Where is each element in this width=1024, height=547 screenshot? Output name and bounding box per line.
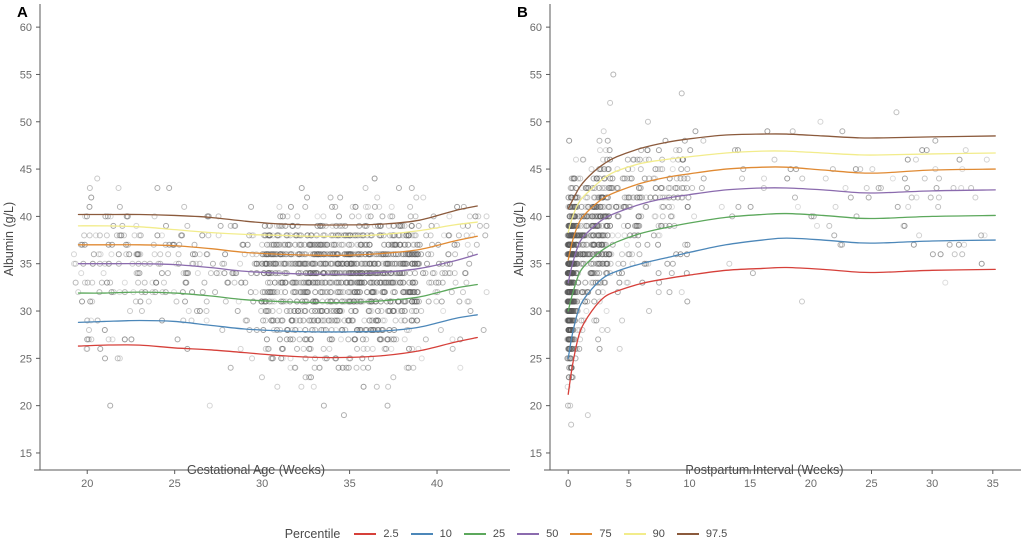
y-tick-label: 60: [20, 22, 32, 34]
panel-b-letter: B: [517, 4, 528, 21]
scatter-points: [70, 175, 490, 419]
legend-item-label: 10: [439, 528, 452, 540]
y-tick-label: 40: [530, 211, 542, 223]
y-tick-label: 50: [20, 117, 32, 129]
percentile-curve-50: [567, 187, 996, 284]
x-tick-label: 0: [565, 478, 571, 490]
scatter-points: [564, 71, 990, 428]
legend-line-swatch-icon: [517, 533, 540, 535]
panel-a-y-axis-title: Albumin (g/L): [2, 201, 16, 277]
y-tick-label: 35: [20, 259, 32, 271]
y-tick-label: 15: [530, 448, 542, 460]
percentile-curve-2.5: [567, 266, 996, 395]
percentile-curve-90: [567, 150, 996, 234]
legend-item-label: 75: [599, 528, 612, 540]
panel-b-x-axis-title: Postpartum Interval (Weeks): [685, 463, 844, 477]
y-tick-label: 30: [20, 306, 32, 318]
y-tick-label: 25: [530, 353, 542, 365]
x-tick-label: 35: [343, 478, 355, 490]
x-tick-label: 30: [256, 478, 268, 490]
percentile-curve-10: [77, 314, 478, 333]
x-tick-label: 5: [626, 478, 632, 490]
x-tick-label: 20: [805, 478, 817, 490]
y-tick-label: 20: [530, 401, 542, 413]
legend-line-swatch-icon: [623, 533, 646, 535]
y-tick-label: 25: [20, 353, 32, 365]
legend-item-2.5[interactable]: 2.5: [354, 528, 399, 540]
x-tick-label: 25: [865, 478, 877, 490]
percentile-curve-2.5: [77, 336, 478, 359]
x-tick-label: 10: [683, 478, 695, 490]
legend-items: 2.5 10 25 50 75 90 97.5: [354, 528, 739, 540]
y-tick-label: 60: [530, 22, 542, 34]
legend-item-25[interactable]: 25: [463, 528, 506, 540]
legend-item-label: 2.5: [383, 528, 399, 540]
legend: Percentile 2.5 10 25 50 75 90 97.5: [0, 527, 1024, 541]
legend-item-50[interactable]: 50: [517, 528, 558, 540]
panel-b-y-axis-title: Albumin (g/L): [512, 201, 526, 277]
legend-item-label: 97.5: [705, 528, 728, 540]
percentile-curve-50: [77, 253, 478, 275]
percentile-curve-75: [567, 166, 996, 261]
legend-item-10[interactable]: 10: [410, 528, 452, 540]
x-tick-label: 30: [926, 478, 938, 490]
y-tick-label: 50: [530, 117, 542, 129]
y-tick-label: 15: [20, 448, 32, 460]
x-tick-label: 20: [81, 478, 93, 490]
panel-a: A 15 20 25 30 35 40 45 50 55 60 20 25 30 35 40 Albumin…: [0, 0, 512, 512]
percentile-curve-90: [77, 221, 478, 238]
panel-b: B 15 20 25 30 35 40 45 50 55 60 0 5 10 15 20 25 30 35 Alb…: [505, 0, 1024, 512]
y-tick-label: 45: [530, 164, 542, 176]
y-tick-label: 55: [530, 69, 542, 81]
panel-a-plot: 15 20 25 30 35 40 45 50 55 60 20 25 30 35 40: [20, 4, 510, 490]
percentile-curve-97.5: [77, 205, 478, 226]
legend-title: Percentile: [284, 527, 341, 541]
legend-item-97.5[interactable]: 97.5: [676, 528, 728, 540]
legend-item-label: 90: [652, 528, 665, 540]
legend-item-75[interactable]: 75: [570, 528, 612, 540]
legend-line-swatch-icon: [570, 533, 593, 535]
panel-a-letter: A: [17, 4, 28, 21]
percentile-curve-25: [77, 283, 478, 304]
y-tick-label: 35: [530, 259, 542, 271]
legend-line-swatch-icon: [676, 533, 699, 535]
panel-b-plot: 15 20 25 30 35 40 45 50 55 60 0 5 10 15 20 25 30 35: [530, 4, 1021, 490]
y-tick-label: 20: [20, 401, 32, 413]
legend-line-swatch-icon: [354, 533, 377, 535]
x-tick-label: 15: [744, 478, 756, 490]
percentile-curve-10: [567, 237, 996, 359]
panel-a-x-axis-title: Gestational Age (Weeks): [186, 463, 326, 477]
legend-item-90[interactable]: 90: [623, 528, 665, 540]
y-tick-label: 40: [20, 211, 32, 223]
y-tick-label: 45: [20, 164, 32, 176]
x-tick-label: 35: [987, 478, 999, 490]
percentile-curve-75: [77, 235, 478, 257]
y-tick-label: 55: [20, 69, 32, 81]
percentile-curve-25: [567, 212, 996, 312]
legend-item-label: 25: [492, 528, 506, 540]
x-tick-label: 40: [431, 478, 443, 490]
y-tick-label: 30: [530, 306, 542, 318]
legend-item-label: 50: [546, 528, 559, 540]
legend-line-swatch-icon: [463, 533, 486, 535]
percentile-curve-97.5: [567, 133, 996, 210]
legend-line-swatch-icon: [410, 533, 433, 535]
x-tick-label: 25: [169, 478, 181, 490]
